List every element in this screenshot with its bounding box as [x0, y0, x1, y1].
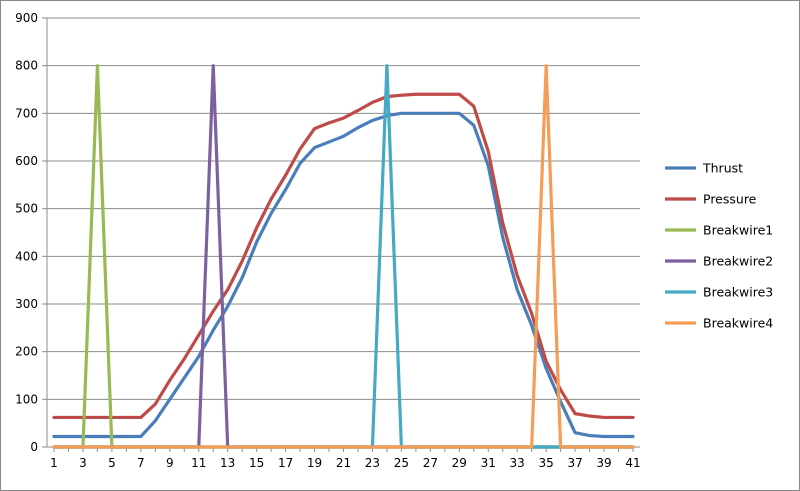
legend: Thrust Pressure Breakwire1 Breakwire2 Breakw… — [665, 161, 773, 331]
x-tick-label: 41 — [625, 456, 640, 470]
y-tick-label: 600 — [15, 154, 38, 168]
y-tick-label: 400 — [15, 249, 38, 263]
x-tick-label: 13 — [220, 456, 235, 470]
x-tick-label: 1 — [50, 456, 58, 470]
x-tick-label: 37 — [567, 456, 582, 470]
x-tick-label: 31 — [481, 456, 496, 470]
y-tick-label: 200 — [15, 345, 38, 359]
y-tick-label: 100 — [15, 392, 38, 406]
series-lines — [52, 64, 635, 449]
y-tick-label: 300 — [15, 297, 38, 311]
y-tick-label: 0 — [30, 440, 38, 454]
x-tick-label: 33 — [510, 456, 525, 470]
y-tick-label: 700 — [15, 106, 38, 120]
x-tick-label: 15 — [249, 456, 264, 470]
x-tick-labels: 1 3 5 7 9 11 13 15 17 19 21 23 25 27 29 31 33 35 37 39 41 — [50, 456, 640, 470]
y-tick-labels: 0 100 200 300 400 500 600 700 800 900 — [15, 11, 38, 454]
x-tick-label: 17 — [278, 456, 293, 470]
legend-label-thrust: Thrust — [702, 161, 743, 176]
x-tick-label: 25 — [394, 456, 409, 470]
legend-label-pressure: Pressure — [703, 192, 757, 207]
x-tick-label: 7 — [137, 456, 145, 470]
x-tick-label: 3 — [79, 456, 87, 470]
y-tick-label: 500 — [15, 202, 38, 216]
legend-label-breakwire2: Breakwire2 — [703, 254, 773, 269]
x-tick-label: 19 — [307, 456, 322, 470]
axes — [42, 17, 640, 452]
x-tick-label: 27 — [423, 456, 438, 470]
x-tick-label: 21 — [336, 456, 351, 470]
legend-label-breakwire1: Breakwire1 — [703, 223, 773, 238]
legend-label-breakwire4: Breakwire4 — [703, 316, 773, 331]
x-tick-label: 9 — [166, 456, 174, 470]
x-tick-label: 5 — [108, 456, 116, 470]
x-tick-label: 39 — [596, 456, 611, 470]
legend-label-breakwire3: Breakwire3 — [703, 285, 773, 300]
series-line-breakwire4 — [52, 64, 635, 449]
y-tick-label: 900 — [15, 11, 38, 25]
x-tick-label: 29 — [452, 456, 467, 470]
x-tick-label: 11 — [191, 456, 206, 470]
series-line-thrust — [52, 111, 635, 439]
x-tick-label: 23 — [365, 456, 380, 470]
x-tick-label: 35 — [539, 456, 554, 470]
y-tick-label: 800 — [15, 59, 38, 73]
